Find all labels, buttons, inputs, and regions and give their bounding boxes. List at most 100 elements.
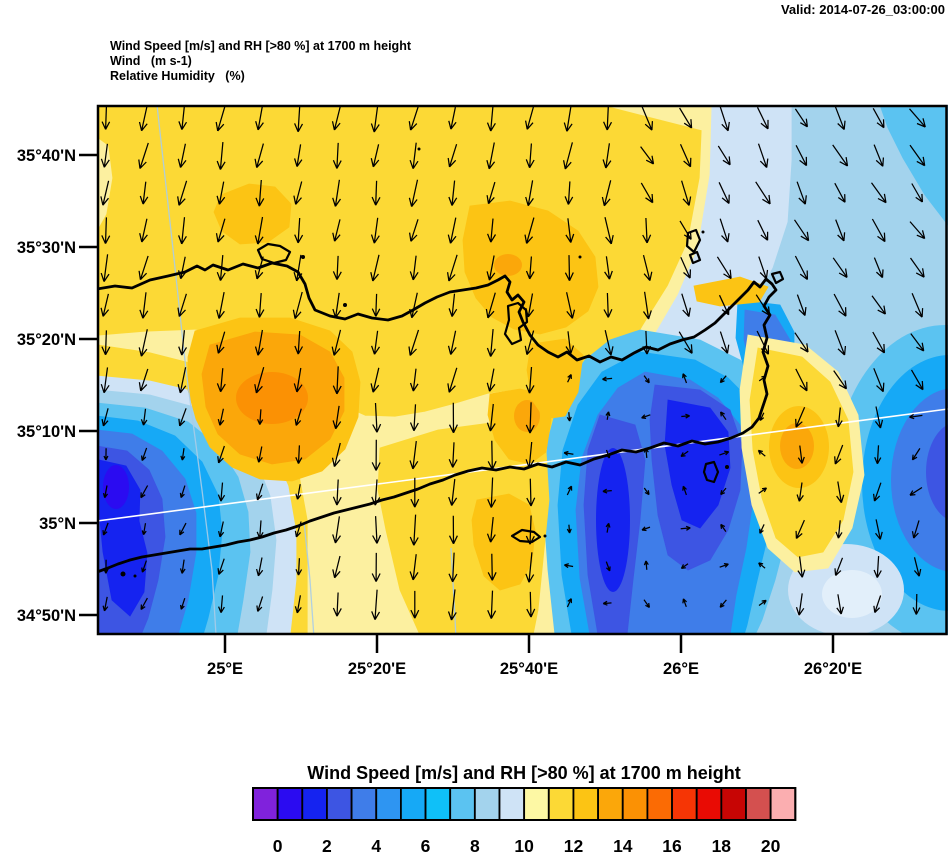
wind-arrow xyxy=(103,559,109,574)
wind-arrow xyxy=(332,366,342,395)
colorbar-cell-4 xyxy=(350,787,378,821)
wind-arrow xyxy=(295,558,303,576)
wind-arrow xyxy=(718,182,730,204)
wind-arrow xyxy=(409,142,419,170)
wind-arrow xyxy=(679,107,693,129)
wind-arrow xyxy=(719,599,727,608)
wind-arrow xyxy=(601,180,612,207)
wind-arrow xyxy=(719,375,727,384)
wind-arrow xyxy=(448,293,458,317)
wind-arrow xyxy=(911,183,924,203)
wind-arrow xyxy=(448,402,458,434)
wind-arrow xyxy=(909,144,926,167)
wind-arrow xyxy=(795,368,808,392)
wind-arrow xyxy=(524,330,535,356)
colorbar-cell-9 xyxy=(473,787,501,821)
map-frame xyxy=(79,104,948,653)
wind-arrow xyxy=(255,179,265,207)
wind-arrow xyxy=(524,217,535,244)
wind-arrow xyxy=(910,333,925,352)
wind-arrow xyxy=(139,181,149,205)
wind-arrow xyxy=(835,407,843,428)
wind-arrow xyxy=(566,485,573,496)
wind-arrow xyxy=(836,481,845,504)
wind-arrow xyxy=(332,142,342,169)
wind-arrow xyxy=(178,217,187,245)
wind-arrow xyxy=(295,445,303,464)
wind-arrows xyxy=(100,105,926,621)
wind-arrow xyxy=(177,143,187,168)
fill-se-blob-inner xyxy=(926,424,948,520)
wind-arrow xyxy=(179,598,186,610)
wind-arrow xyxy=(525,180,534,207)
wind-arrow xyxy=(796,294,807,316)
wind-arrow xyxy=(447,367,458,393)
wind-arrow xyxy=(331,442,341,467)
wind-arrow xyxy=(758,375,767,382)
wind-arrow xyxy=(681,413,690,419)
wind-arrow xyxy=(564,181,574,205)
wind-arrow xyxy=(138,329,148,357)
wind-arrow xyxy=(331,106,341,131)
islet-dot-7 xyxy=(701,230,705,234)
wind-arrow xyxy=(331,329,342,356)
colorbar-cell-15 xyxy=(621,787,649,821)
wind-arrow xyxy=(909,486,923,496)
island-outline-6 xyxy=(770,270,785,285)
colorbar-cell-20 xyxy=(745,787,772,821)
wind-arrow xyxy=(909,108,926,128)
wind-arrow xyxy=(526,591,536,618)
wind-arrow xyxy=(216,142,226,170)
wind-arrow xyxy=(254,329,264,356)
wind-arrow xyxy=(486,368,496,392)
wind-arrow xyxy=(101,330,111,356)
wind-arrow xyxy=(178,330,188,356)
wind-arrow xyxy=(332,592,342,617)
wind-arrow xyxy=(254,256,264,280)
wind-arrow xyxy=(372,402,382,433)
wind-arrow xyxy=(447,589,457,621)
wind-arrow xyxy=(217,445,225,464)
rh-field-label: Relative Humidity (%) xyxy=(110,69,245,83)
wind-arrow xyxy=(602,600,612,606)
wind-arrow xyxy=(719,411,727,421)
x-axis-label: 25°40'E xyxy=(500,660,558,678)
y-axis-label: 35°10'N xyxy=(17,423,76,441)
wind-arrow xyxy=(642,330,652,355)
wind-arrow xyxy=(757,143,769,168)
wind-arrow xyxy=(295,484,302,500)
wind-arrow xyxy=(102,522,109,536)
wind-arrow xyxy=(834,106,846,131)
wind-arrow xyxy=(718,294,730,316)
wind-arrow xyxy=(642,291,652,320)
wind-arrow xyxy=(409,404,419,432)
wind-arrow xyxy=(605,561,611,572)
fill-pale-patch-bottom-right-inner xyxy=(822,570,882,618)
wind-arrow xyxy=(371,479,381,506)
wind-arrow xyxy=(873,257,884,279)
wind-arrow xyxy=(682,485,687,496)
wind-arrow xyxy=(447,330,457,355)
wind-arrow xyxy=(371,439,381,471)
wind-arrow xyxy=(643,560,649,570)
faint-gridline-1 xyxy=(303,521,315,635)
wind-arrow xyxy=(215,218,226,243)
wind-arrow xyxy=(408,106,419,131)
wind-arrow xyxy=(525,441,535,469)
wind-arrow xyxy=(566,412,572,422)
wind-arrow xyxy=(332,405,342,430)
wind-arrow xyxy=(487,218,497,243)
wind-arrow xyxy=(758,562,766,569)
colorbar-cell-13 xyxy=(572,787,600,821)
white-track-line xyxy=(97,408,948,522)
wind-arrow xyxy=(870,182,887,204)
x-axis-label: 26°E xyxy=(663,660,699,678)
axes-labels: 35°40'N 35°30'N 35°20'N 35°10'N 35°N 34°50'N 2… xyxy=(17,147,862,678)
wind-arrow xyxy=(485,292,496,319)
colorbar-tick-label: 16 xyxy=(662,836,682,854)
wind-arrow xyxy=(873,595,882,614)
wind-arrow xyxy=(217,408,225,426)
wind-arrow xyxy=(525,293,535,318)
wind-arrow xyxy=(332,255,342,280)
wind-arrow xyxy=(795,593,805,616)
